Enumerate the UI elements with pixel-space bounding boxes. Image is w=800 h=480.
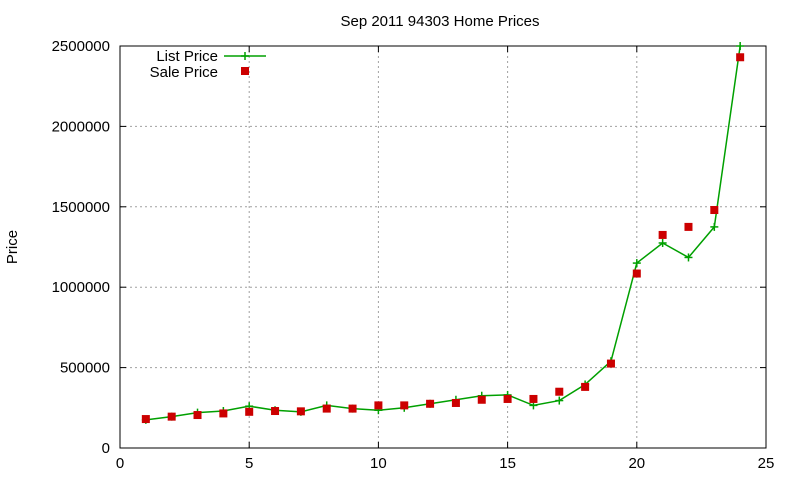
legend-label-list-price: List Price (156, 48, 218, 65)
x-tick-label: 15 (499, 455, 516, 472)
chart-title: Sep 2011 94303 Home Prices (340, 13, 539, 30)
sale-price-point (710, 206, 719, 215)
sale-price-point (606, 359, 615, 368)
x-tick-label: 25 (758, 455, 775, 472)
sale-price-point (503, 394, 512, 403)
list-price-point (658, 238, 667, 247)
sale-price-point (271, 407, 280, 416)
sale-price-point (658, 230, 667, 239)
list-price-point (555, 396, 564, 405)
legend-marker-list-price (241, 52, 249, 60)
y-axis-label: Price (4, 230, 21, 264)
legend-label-sale-price: Sale Price (150, 64, 218, 81)
y-tick-label: 1000000 (52, 279, 110, 296)
sale-price-point (736, 53, 745, 62)
y-tick-label: 2000000 (52, 118, 110, 135)
legend: List Price Sale Price (150, 48, 266, 81)
sale-price-point (555, 387, 564, 396)
list-price-point (684, 253, 693, 262)
plot-frame (119, 45, 767, 449)
grid (120, 46, 766, 448)
sale-price-point (400, 401, 409, 410)
axis-ticks: 0 5 10 15 20 25 0 500000 1000000 1500000 2000000 25… (52, 38, 775, 472)
y-tick-label: 500000 (60, 360, 110, 377)
sale-price-point (322, 404, 331, 413)
x-tick-label: 20 (628, 455, 645, 472)
sale-price-point (684, 222, 693, 231)
sale-price-point (477, 395, 486, 404)
sale-price-point (296, 407, 305, 416)
legend-swatch-sale-price (241, 67, 249, 75)
sale-price-point (632, 269, 641, 278)
x-tick-label: 5 (245, 455, 253, 472)
list-price-point (736, 42, 745, 50)
y-tick-label: 1500000 (52, 199, 110, 216)
x-tick-label: 10 (370, 455, 387, 472)
x-tick-label: 0 (116, 455, 124, 472)
y-tick-label: 2500000 (52, 38, 110, 55)
sale-price-point (245, 407, 254, 416)
sale-price-point (167, 412, 176, 421)
sale-price-point (193, 411, 202, 420)
list-price-point (710, 222, 719, 231)
sale-price-point (374, 401, 383, 410)
y-tick-label: 0 (102, 440, 110, 457)
legend-plus (241, 52, 249, 60)
sale-price-point (451, 398, 460, 407)
series (141, 42, 745, 424)
sale-price-point (581, 382, 590, 391)
sale-price-point (141, 415, 150, 424)
list-price-point (632, 259, 641, 268)
sale-price-point (426, 399, 435, 408)
sale-price-point (529, 394, 538, 403)
sale-price-point (348, 404, 357, 413)
list-price-line (145, 45, 741, 421)
sale-price-point (219, 409, 228, 418)
